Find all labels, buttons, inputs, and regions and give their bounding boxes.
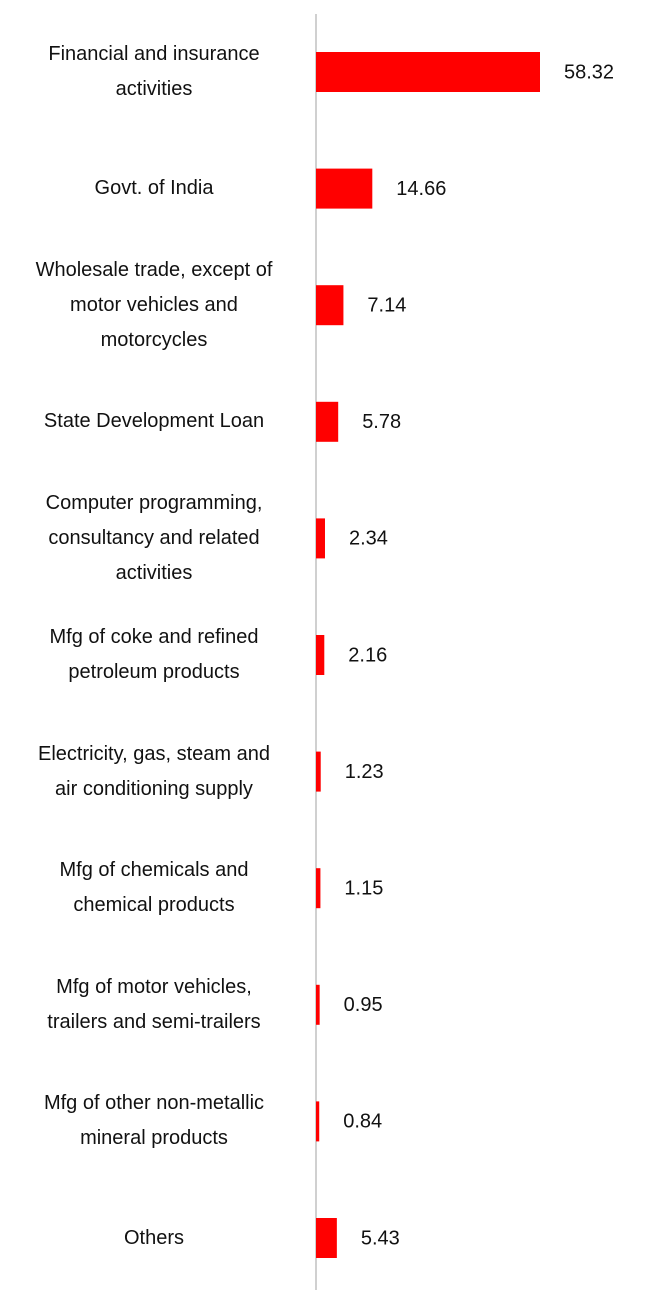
value-label: 2.34 [349, 528, 388, 550]
value-label: 5.78 [362, 411, 401, 433]
bar [316, 52, 540, 92]
bar [316, 751, 321, 792]
value-label: 5.43 [361, 1227, 400, 1249]
bar [316, 168, 373, 209]
category-label: Govt. of India [94, 177, 214, 200]
category-label: Mfg of coke and refined petroleum produc… [49, 626, 259, 683]
bar [316, 984, 320, 1025]
category-label: State Development Loan [43, 410, 265, 433]
category-label: Wholesale trade, except of motor vehicle… [35, 258, 273, 351]
category-label: Mfg of motor vehicles, trailers and semi… [47, 975, 261, 1033]
value-label: 2.16 [348, 644, 387, 666]
category-label: Financial and insurance activities [48, 43, 260, 100]
bar [316, 635, 325, 675]
bar [316, 868, 321, 909]
value-label: 7.14 [367, 294, 406, 316]
category-label: Others [123, 1226, 185, 1249]
bar [316, 518, 325, 559]
value-label: 14.66 [396, 178, 446, 200]
value-label: 58.32 [564, 61, 614, 83]
value-label: 0.84 [343, 1111, 382, 1133]
value-label: 1.15 [344, 877, 383, 899]
category-label: Electricity, gas, steam and air conditio… [38, 742, 270, 800]
category-label: Mfg of other non-metallic mineral produc… [43, 1092, 265, 1150]
bar [316, 1218, 337, 1258]
bar [316, 1101, 320, 1142]
bar [316, 401, 339, 442]
category-label: Mfg of chemicals and chemical products [59, 859, 249, 917]
bar [316, 285, 344, 326]
value-label: 0.95 [344, 994, 383, 1016]
value-label: 1.23 [345, 761, 384, 783]
category-label: Computer programming, consultancy and re… [45, 491, 263, 584]
